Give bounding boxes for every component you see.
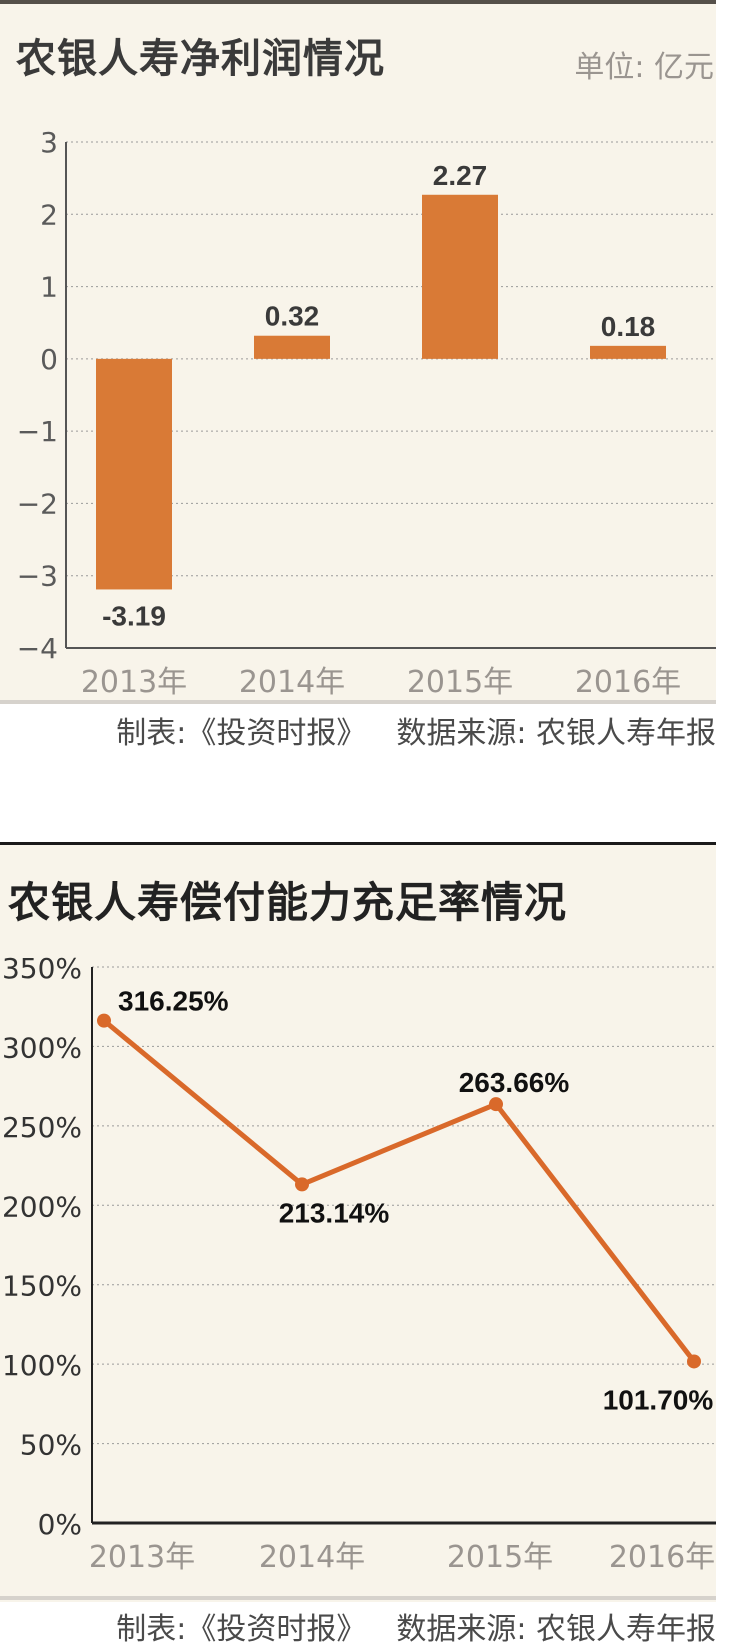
y-tick-label: 1 bbox=[40, 271, 58, 304]
chart-title: 农银人寿偿付能力充足率情况 bbox=[8, 878, 568, 927]
bar-chart: 3 2 1 0 −1 −2 −3 −4 -3.19 2013年 0.32 2014年 2.27 2015年… bbox=[17, 126, 716, 700]
y-tick-label: −3 bbox=[17, 560, 58, 593]
x-tick-label: 2013年 bbox=[81, 665, 187, 700]
divider bbox=[0, 1596, 716, 1600]
data-label: 213.14% bbox=[279, 1197, 390, 1228]
solvency-ratio-chart-panel: 农银人寿偿付能力充足率情况 350% 300% 250% 200% 150% 100% 50… bbox=[0, 842, 716, 1602]
series-line bbox=[102, 1018, 696, 1363]
footer-source: 数据来源: 农银人寿年报 bbox=[396, 716, 716, 751]
y-tick-label: −4 bbox=[17, 632, 58, 665]
divider bbox=[0, 700, 716, 704]
footer-maker: 制表:《投资时报》 bbox=[116, 1612, 367, 1647]
unit-label: 单位: 亿元 bbox=[574, 50, 714, 85]
data-label: 263.66% bbox=[459, 1067, 570, 1098]
x-tick-label: 2014年 bbox=[259, 1540, 365, 1575]
chart-footer: 制表:《投资时报》 数据来源: 农银人寿年报 bbox=[0, 1604, 716, 1648]
y-tick-label: 2 bbox=[40, 198, 58, 231]
y-tick-label: 0 bbox=[40, 343, 58, 376]
bar bbox=[590, 345, 666, 359]
y-tick-label: 250% bbox=[2, 1111, 82, 1144]
net-profit-chart-panel: 农银人寿净利润情况 单位: 亿元 3 2 1 0 −1 −2 −3 −4 -3.19 2013年 0… bbox=[0, 0, 716, 702]
bar bbox=[96, 358, 172, 590]
footer-source: 数据来源: 农银人寿年报 bbox=[396, 1612, 716, 1647]
y-tick-label: 3 bbox=[40, 126, 58, 159]
data-point bbox=[295, 1177, 309, 1192]
y-tick-label: 300% bbox=[2, 1031, 82, 1064]
y-tick-label: 200% bbox=[2, 1190, 82, 1223]
x-tick-label: 2016年 bbox=[575, 665, 681, 700]
y-tick-label: 50% bbox=[20, 1429, 82, 1462]
footer-maker: 制表:《投资时报》 bbox=[116, 716, 367, 751]
line-chart: 350% 300% 250% 200% 150% 100% 50% 0% 316.25% 213.… bbox=[2, 952, 716, 1575]
y-tick-label: 150% bbox=[2, 1270, 82, 1303]
data-label: 0.32 bbox=[265, 301, 320, 332]
data-label: 316.25% bbox=[118, 986, 229, 1017]
data-label: 2.27 bbox=[433, 160, 488, 191]
y-tick-label: −2 bbox=[17, 487, 58, 520]
y-tick-label: −1 bbox=[17, 415, 58, 448]
chart-footer: 制表:《投资时报》 数据来源: 农银人寿年报 bbox=[0, 708, 716, 752]
data-point bbox=[687, 1354, 701, 1369]
bar bbox=[422, 194, 498, 359]
data-label: 0.18 bbox=[601, 311, 656, 342]
x-tick-label: 2015年 bbox=[407, 665, 513, 700]
x-tick-label: 2016年 bbox=[609, 1540, 715, 1575]
chart-title: 农银人寿净利润情况 bbox=[16, 36, 385, 82]
y-tick-label: 0% bbox=[38, 1508, 82, 1541]
x-tick-label: 2014年 bbox=[239, 665, 345, 700]
y-tick-label: 100% bbox=[2, 1349, 82, 1382]
x-tick-label: 2013年 bbox=[89, 1540, 195, 1575]
y-tick-label: 350% bbox=[2, 952, 82, 985]
data-point bbox=[97, 1013, 111, 1028]
x-tick-label: 2015年 bbox=[447, 1540, 553, 1575]
data-label: -3.19 bbox=[102, 600, 166, 631]
data-label: 101.70% bbox=[603, 1384, 714, 1415]
data-point bbox=[489, 1097, 503, 1112]
bar bbox=[254, 335, 330, 359]
